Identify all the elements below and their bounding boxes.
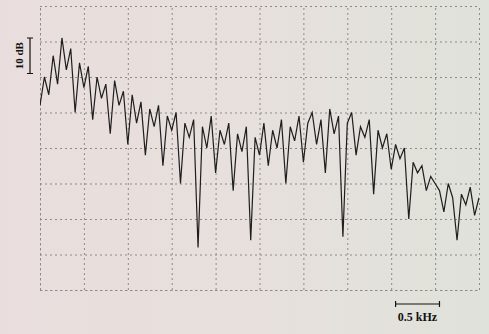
background	[0, 0, 489, 334]
grid-line	[347, 6, 348, 290]
tick	[40, 219, 479, 220]
x-axis	[41, 6, 480, 291]
series	[40, 38, 479, 247]
scale-bar-label: 10 dB	[13, 41, 25, 69]
tick	[40, 184, 479, 185]
tick	[303, 6, 304, 290]
grid-line	[40, 219, 479, 220]
grid-line	[128, 6, 129, 290]
tick	[40, 290, 479, 291]
grid-line	[40, 42, 479, 43]
spectrum-line	[40, 38, 479, 247]
tick	[479, 6, 480, 290]
tick	[128, 6, 129, 290]
grid-line	[40, 148, 479, 149]
tick	[40, 77, 479, 78]
grid-line	[40, 290, 479, 291]
grid-line	[40, 6, 479, 7]
grid-line	[40, 77, 479, 78]
plot	[40, 6, 480, 291]
tick	[40, 6, 479, 7]
scale-bar: 10 dB	[13, 38, 33, 74]
grid-line	[84, 6, 85, 290]
scale-bar-label: 0.5 kHz	[398, 310, 438, 324]
tick	[40, 148, 479, 149]
tick	[84, 6, 85, 290]
tick	[40, 42, 479, 43]
grid-line	[40, 113, 479, 114]
tick	[347, 6, 348, 290]
tick	[40, 113, 479, 114]
tick	[40, 255, 479, 256]
grid-line	[40, 255, 479, 256]
grid-line	[40, 184, 479, 185]
scale-bar: 0.5 kHz	[396, 301, 440, 324]
scale-bar-line	[27, 38, 33, 74]
grid-line	[303, 6, 304, 290]
grid-line	[479, 6, 480, 290]
scale-bar-line	[396, 301, 440, 307]
y-axis	[40, 7, 479, 291]
axis-line	[41, 290, 480, 291]
chart: 10 dB 0.5 kHz	[0, 0, 489, 334]
